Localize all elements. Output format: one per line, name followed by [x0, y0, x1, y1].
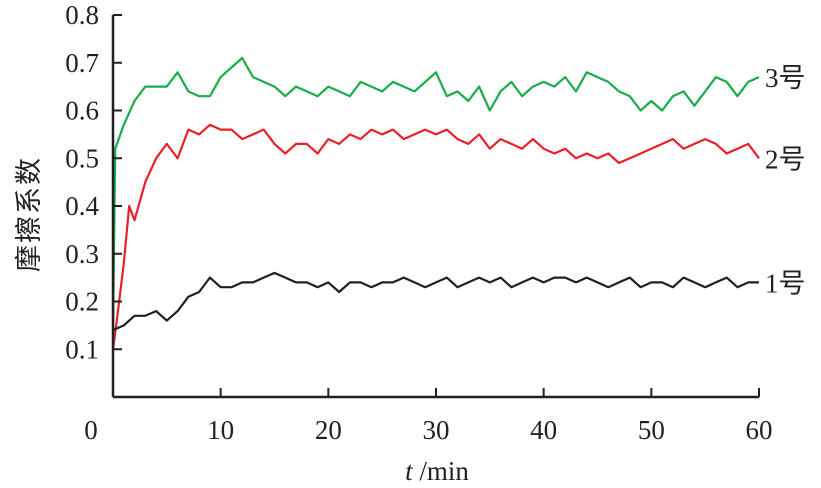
y-axis-title: 摩擦系数	[14, 156, 44, 272]
x-tick-label: 10	[207, 415, 234, 445]
x-tick-label: 30	[423, 415, 450, 445]
y-tick-label: 0.2	[65, 287, 99, 317]
series-label: 1号	[765, 268, 806, 298]
x-axis-title: t /min	[405, 456, 469, 486]
y-tick-label: 0.6	[65, 96, 99, 126]
series-line	[112, 271, 759, 332]
x-tick-label: 60	[746, 415, 773, 445]
x-axis-title-unit: /min	[413, 456, 470, 486]
x-tick-label: 40	[530, 415, 557, 445]
y-tick-label: 0.4	[65, 191, 99, 221]
series-label-layer: 3号 2号 1号	[765, 63, 806, 298]
tick-layer: 0.1 0.2 0.3 0.4 0.5 0.6 0.7 0.8 0 10 20 30 40 50 60	[65, 0, 772, 445]
x-tick-label: 50	[638, 415, 665, 445]
y-tick-label: 0.5	[65, 143, 99, 173]
y-tick-label: 0.1	[65, 334, 99, 364]
x-tick-label: 0	[84, 415, 98, 445]
series-layer	[111, 56, 760, 350]
series-label: 3号	[765, 63, 806, 93]
series-line	[111, 56, 760, 335]
x-axis-title-variable: t	[405, 456, 414, 486]
x-tick-label: 20	[315, 415, 342, 445]
series-label: 2号	[765, 144, 806, 174]
series-line	[111, 123, 760, 350]
y-tick-label: 0.8	[65, 0, 99, 30]
y-tick-label: 0.3	[65, 239, 99, 269]
y-tick-label: 0.7	[65, 48, 99, 78]
